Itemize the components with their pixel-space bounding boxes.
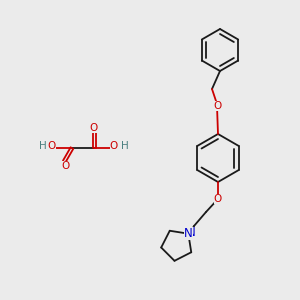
Text: H: H xyxy=(39,141,47,151)
Text: O: O xyxy=(48,141,56,151)
Text: O: O xyxy=(90,123,98,133)
Text: O: O xyxy=(213,101,221,111)
Text: H: H xyxy=(121,141,129,151)
Text: O: O xyxy=(61,161,69,171)
Text: O: O xyxy=(214,194,222,204)
Text: O: O xyxy=(110,141,118,151)
Text: N: N xyxy=(187,226,195,239)
Text: N: N xyxy=(184,227,193,240)
